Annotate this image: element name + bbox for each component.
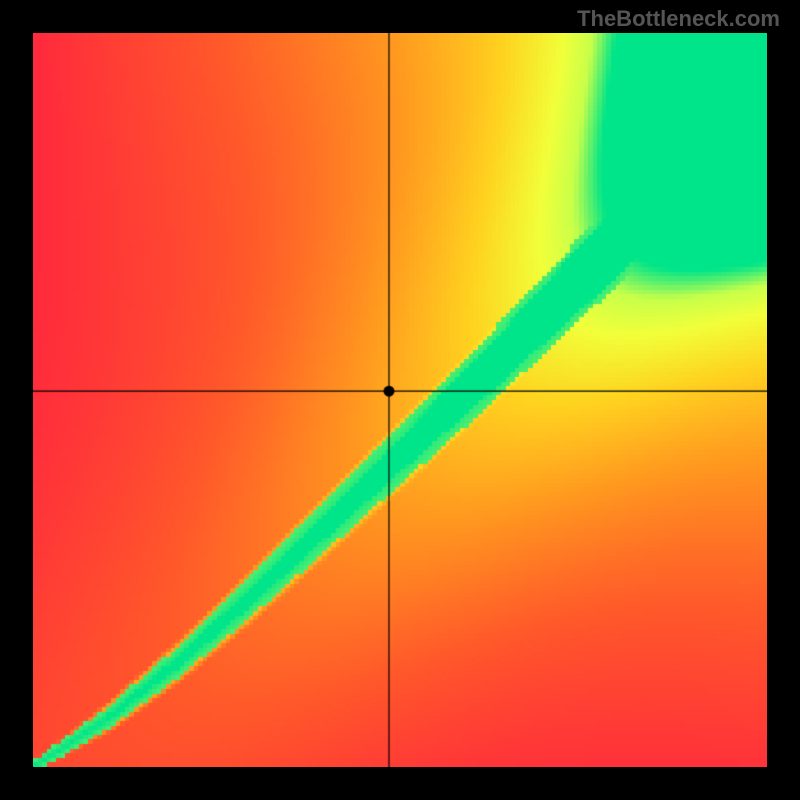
watermark-text: TheBottleneck.com [577, 6, 780, 32]
bottleneck-heatmap [33, 33, 767, 767]
